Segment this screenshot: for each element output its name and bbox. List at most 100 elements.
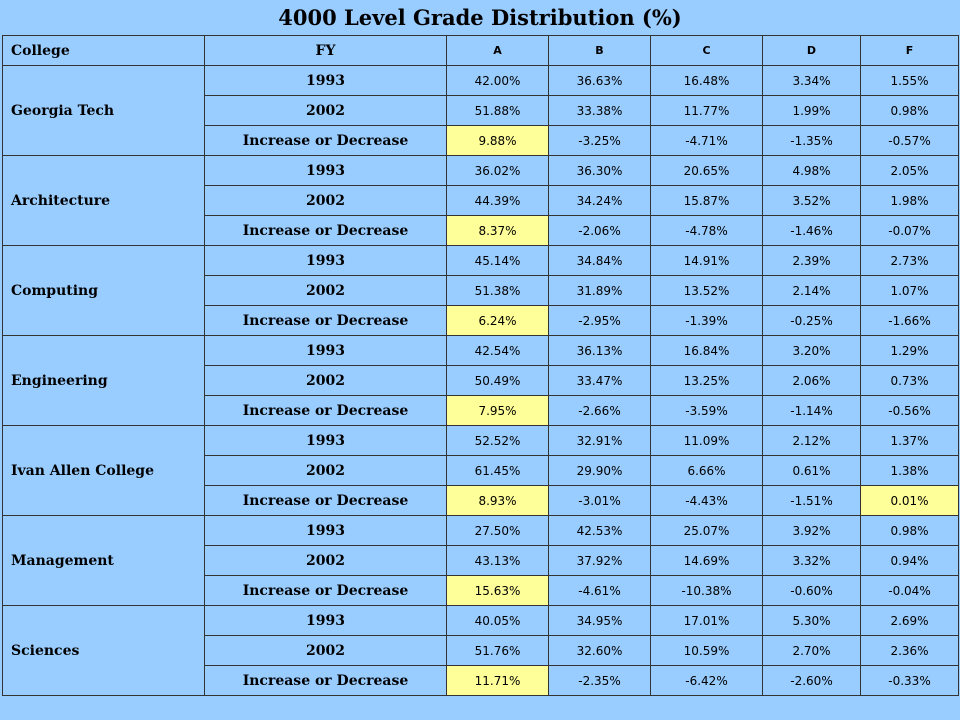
- grade-value-cell: 3.20%: [762, 335, 861, 366]
- grade-value-cell: 2.05%: [860, 155, 959, 186]
- grade-value-cell: 1.38%: [860, 455, 959, 486]
- grade-value-cell: -6.42%: [650, 665, 763, 696]
- grade-value-cell: 34.95%: [548, 605, 651, 636]
- grade-value-cell: 3.34%: [762, 65, 861, 96]
- grade-value-cell: 36.13%: [548, 335, 651, 366]
- fy-cell: 2002: [204, 455, 447, 486]
- grade-value-cell: 32.60%: [548, 635, 651, 666]
- college-name-cell: Ivan Allen College: [2, 425, 205, 516]
- grade-value-cell: 51.76%: [446, 635, 549, 666]
- grade-value-cell: 14.69%: [650, 545, 763, 576]
- grade-value-cell: -10.38%: [650, 575, 763, 606]
- grade-value-cell: 5.30%: [762, 605, 861, 636]
- fy-cell: 1993: [204, 605, 447, 636]
- grade-value-cell: 44.39%: [446, 185, 549, 216]
- column-header-b: B: [548, 35, 651, 66]
- grade-distribution-table: College FY A B C D F Georgia Tech 1993 42.…: [2, 35, 959, 696]
- grade-value-cell: 14.91%: [650, 245, 763, 276]
- grade-value-cell: -1.35%: [762, 125, 861, 156]
- grade-value-cell: 36.30%: [548, 155, 651, 186]
- table-row: 2002 43.13% 37.92% 14.69% 3.32% 0.94%: [3, 545, 959, 576]
- grade-value-cell: 2.39%: [762, 245, 861, 276]
- grade-value-cell: -0.57%: [860, 125, 959, 156]
- grade-value-cell: 37.92%: [548, 545, 651, 576]
- grade-value-cell: 9.88%: [446, 125, 549, 156]
- grade-value-cell: 52.52%: [446, 425, 549, 456]
- grade-value-cell: 3.32%: [762, 545, 861, 576]
- column-header-college: College: [2, 35, 205, 66]
- column-header-f: F: [860, 35, 959, 66]
- grade-value-cell: 27.50%: [446, 515, 549, 546]
- table-row: 2002 51.38% 31.89% 13.52% 2.14% 1.07%: [3, 275, 959, 306]
- grade-value-cell: 2.14%: [762, 275, 861, 306]
- grade-value-cell: 33.38%: [548, 95, 651, 126]
- grade-value-cell: 2.70%: [762, 635, 861, 666]
- grade-value-cell: -1.46%: [762, 215, 861, 246]
- page-title: 4000 Level Grade Distribution (%): [278, 5, 682, 30]
- college-name-cell: Sciences: [2, 605, 205, 696]
- fy-cell: Increase or Decrease: [204, 485, 447, 516]
- grade-value-cell: 11.09%: [650, 425, 763, 456]
- fy-cell: Increase or Decrease: [204, 305, 447, 336]
- grade-value-cell: -3.01%: [548, 485, 651, 516]
- fy-cell: 1993: [204, 65, 447, 96]
- grade-value-cell: 34.24%: [548, 185, 651, 216]
- college-name-cell: Computing: [2, 245, 205, 336]
- grade-value-cell: 25.07%: [650, 515, 763, 546]
- table-row: Sciences 1993 40.05% 34.95% 17.01% 5.30% 2.69%: [2, 605, 959, 696]
- grade-value-cell: 36.02%: [446, 155, 549, 186]
- grade-value-cell: 36.63%: [548, 65, 651, 96]
- grade-value-cell: 51.88%: [446, 95, 549, 126]
- fy-cell: 2002: [204, 365, 447, 396]
- grade-value-cell: 13.52%: [650, 275, 763, 306]
- fy-cell: 2002: [204, 635, 447, 666]
- grade-value-cell: 0.94%: [860, 545, 959, 576]
- grade-value-cell: 61.45%: [446, 455, 549, 486]
- grade-value-cell: 0.98%: [860, 95, 959, 126]
- grade-value-cell: 2.73%: [860, 245, 959, 276]
- grade-value-cell: 0.73%: [860, 365, 959, 396]
- table-row: 2002 61.45% 29.90% 6.66% 0.61% 1.38%: [3, 455, 959, 486]
- college-name-cell: Management: [2, 515, 205, 606]
- fy-cell: Increase or Decrease: [204, 665, 447, 696]
- grade-value-cell: 0.61%: [762, 455, 861, 486]
- grade-value-cell: -3.59%: [650, 395, 763, 426]
- grade-value-cell: 8.93%: [446, 485, 549, 516]
- grade-value-cell: 6.66%: [650, 455, 763, 486]
- grade-value-cell: -2.66%: [548, 395, 651, 426]
- college-name-cell: Georgia Tech: [2, 65, 205, 156]
- grade-value-cell: 11.77%: [650, 95, 763, 126]
- fy-cell: 2002: [204, 275, 447, 306]
- grade-value-cell: 17.01%: [650, 605, 763, 636]
- fy-cell: Increase or Decrease: [204, 575, 447, 606]
- grade-value-cell: 0.98%: [860, 515, 959, 546]
- grade-value-cell: 1.98%: [860, 185, 959, 216]
- grade-value-cell: 40.05%: [446, 605, 549, 636]
- grade-value-cell: 2.06%: [762, 365, 861, 396]
- grade-value-cell: 11.71%: [446, 665, 549, 696]
- table-row: Increase or Decrease 6.24% -2.95% -1.39% -0.…: [3, 305, 959, 336]
- fy-cell: 1993: [204, 335, 447, 366]
- grade-value-cell: -4.78%: [650, 215, 763, 246]
- grade-value-cell: 1.29%: [860, 335, 959, 366]
- grade-value-cell: 15.63%: [446, 575, 549, 606]
- grade-value-cell: -0.25%: [762, 305, 861, 336]
- column-header-a: A: [446, 35, 549, 66]
- grade-value-cell: 42.54%: [446, 335, 549, 366]
- table-row: Increase or Decrease 11.71% -2.35% -6.42% -2…: [3, 665, 959, 696]
- grade-value-cell: 1.99%: [762, 95, 861, 126]
- table-row: Management 1993 27.50% 42.53% 25.07% 3.92% 0.9…: [2, 515, 959, 606]
- grade-value-cell: -4.71%: [650, 125, 763, 156]
- table-body: Georgia Tech 1993 42.00% 36.63% 16.48% 3.34% 1…: [2, 65, 959, 696]
- grade-value-cell: 29.90%: [548, 455, 651, 486]
- table-row: Ivan Allen College 1993 52.52% 32.91% 11.09%…: [2, 425, 959, 516]
- grade-value-cell: -4.61%: [548, 575, 651, 606]
- table-row: Architecture 1993 36.02% 36.30% 20.65% 4.98% 2…: [2, 155, 959, 246]
- grade-value-cell: 43.13%: [446, 545, 549, 576]
- fy-cell: Increase or Decrease: [204, 215, 447, 246]
- column-header-fy: FY: [204, 35, 447, 66]
- fy-cell: 2002: [204, 95, 447, 126]
- grade-value-cell: -1.51%: [762, 485, 861, 516]
- grade-value-cell: 1.07%: [860, 275, 959, 306]
- table-row: Increase or Decrease 8.37% -2.06% -4.78% -1.…: [3, 215, 959, 246]
